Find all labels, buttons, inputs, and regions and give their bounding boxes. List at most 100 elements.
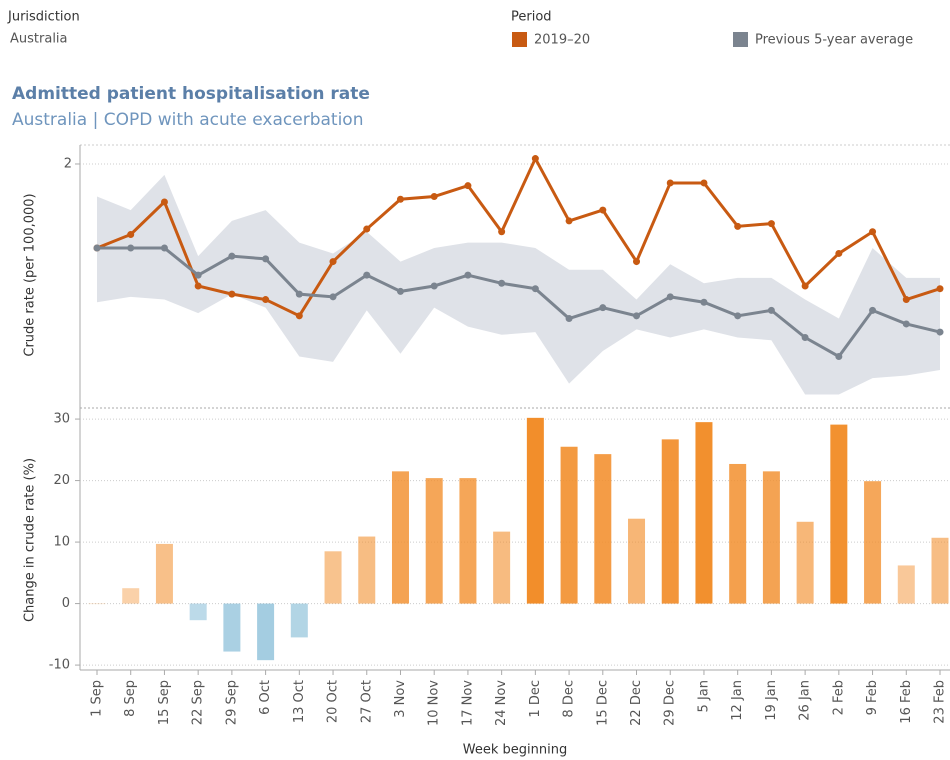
data-point xyxy=(565,217,573,225)
data-point xyxy=(633,258,641,266)
data-point xyxy=(902,296,910,304)
data-point xyxy=(194,282,202,290)
bar xyxy=(391,471,409,604)
bar xyxy=(628,518,646,604)
data-point xyxy=(430,282,438,290)
data-point xyxy=(801,334,809,342)
y-axis-label: Crude rate (per 100,000) xyxy=(23,193,38,356)
bar xyxy=(796,521,814,604)
data-point xyxy=(902,320,910,328)
bar xyxy=(830,424,848,604)
data-point xyxy=(633,312,641,320)
data-point xyxy=(734,312,742,320)
data-point xyxy=(498,279,506,287)
chart-title: Admitted patient hospitalisation rate xyxy=(12,84,370,104)
legend-label: 2019–20 xyxy=(534,33,590,48)
bar xyxy=(290,603,308,638)
data-point xyxy=(801,282,809,290)
data-point xyxy=(295,312,303,320)
data-point xyxy=(329,293,337,301)
data-point xyxy=(262,255,270,263)
x-tick-label: 13 Oct xyxy=(292,680,307,723)
bar xyxy=(729,463,747,604)
legend-label: Previous 5-year average xyxy=(755,33,913,48)
bar xyxy=(257,603,275,661)
data-point xyxy=(666,293,674,301)
y-tick-label: 2 xyxy=(64,156,72,171)
x-tick-label: 15 Dec xyxy=(595,680,610,726)
x-tick-label: 24 Nov xyxy=(494,680,509,726)
data-point xyxy=(599,304,607,312)
data-point xyxy=(160,198,168,206)
bar xyxy=(88,603,106,605)
x-tick-label: 1 Sep xyxy=(90,680,105,717)
x-tick-label: 5 Jan xyxy=(696,680,711,712)
data-point xyxy=(127,230,135,238)
bar xyxy=(864,481,882,604)
x-tick-label: 6 Oct xyxy=(258,680,273,715)
data-point xyxy=(228,290,236,298)
x-tick-label: 22 Sep xyxy=(191,680,206,725)
data-point xyxy=(734,222,742,230)
bar xyxy=(661,439,679,604)
bar xyxy=(459,478,477,604)
bar xyxy=(762,471,780,604)
data-point xyxy=(835,249,843,257)
data-point xyxy=(430,193,438,201)
bar xyxy=(324,551,342,604)
bar xyxy=(526,417,544,604)
data-point xyxy=(93,244,101,252)
data-point xyxy=(936,285,944,293)
legend-swatch xyxy=(512,32,527,47)
x-tick-label: 3 Nov xyxy=(393,680,408,718)
x-tick-label: 17 Nov xyxy=(460,680,475,726)
x-axis-label: Week beginning xyxy=(463,743,567,758)
data-point xyxy=(295,290,303,298)
data-point xyxy=(666,179,674,187)
legend-title: Period xyxy=(511,10,552,25)
data-point xyxy=(936,328,944,336)
y-tick-label: 10 xyxy=(53,535,70,550)
x-tick-label: 10 Nov xyxy=(427,680,442,726)
data-point xyxy=(396,287,404,295)
x-tick-label: 29 Sep xyxy=(224,680,239,725)
x-tick-label: 20 Oct xyxy=(326,680,341,723)
data-point xyxy=(767,220,775,228)
data-point xyxy=(160,244,168,252)
bar xyxy=(189,603,207,621)
bar xyxy=(493,531,511,604)
data-point xyxy=(599,206,607,214)
data-point xyxy=(396,195,404,203)
x-tick-label: 16 Feb xyxy=(899,680,914,724)
bar xyxy=(155,543,173,604)
bar xyxy=(594,454,612,604)
bar xyxy=(897,565,915,604)
bar xyxy=(122,588,140,604)
x-tick-label: 27 Oct xyxy=(359,680,374,723)
data-point xyxy=(869,228,877,236)
x-tick-label: 26 Jan xyxy=(798,680,813,721)
filter-value: Australia xyxy=(10,32,68,47)
x-tick-label: 22 Dec xyxy=(629,680,644,726)
chart-subtitle: Australia | COPD with acute exacerbation xyxy=(12,110,363,130)
data-point xyxy=(464,271,472,279)
bar xyxy=(931,537,949,604)
data-point xyxy=(127,244,135,252)
x-tick-label: 1 Dec xyxy=(528,680,543,718)
y-tick-label: -10 xyxy=(49,658,70,673)
data-point xyxy=(767,306,775,314)
y-tick-label: 30 xyxy=(53,412,70,427)
bar xyxy=(223,603,241,652)
bar xyxy=(358,536,376,604)
x-tick-label: 2 Feb xyxy=(831,680,846,715)
bar xyxy=(425,478,443,604)
data-point xyxy=(498,228,506,236)
data-point xyxy=(700,298,708,306)
data-point xyxy=(329,258,337,266)
x-tick-label: 29 Dec xyxy=(663,680,678,726)
x-tick-label: 12 Jan xyxy=(730,680,745,721)
y-tick-label: 0 xyxy=(62,596,70,611)
data-point xyxy=(869,306,877,314)
x-tick-label: 8 Dec xyxy=(562,680,577,718)
